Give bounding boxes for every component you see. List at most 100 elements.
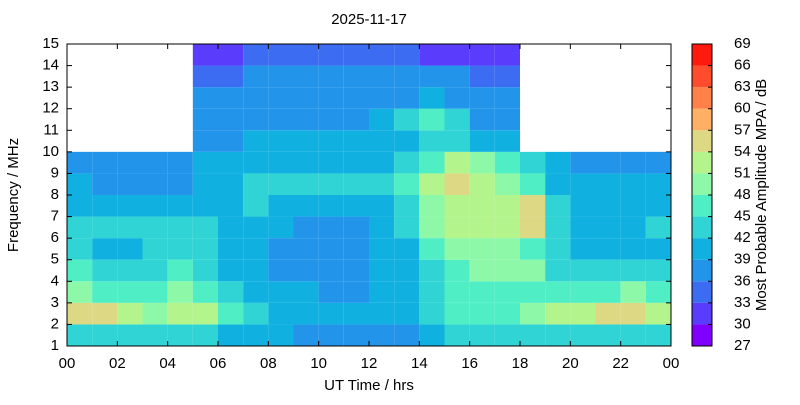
heat-cell <box>343 87 369 109</box>
heat-cell <box>268 130 294 152</box>
heat-cell <box>142 173 168 195</box>
heat-cell <box>369 195 395 217</box>
heat-cell <box>117 195 143 217</box>
colorbar-tick-label: 42 <box>734 229 751 246</box>
heat-cell <box>142 259 168 282</box>
x-tick-label: 00 <box>59 355 76 372</box>
y-tick-label: 15 <box>42 35 59 52</box>
heat-cell <box>570 238 596 260</box>
heat-cell <box>369 259 395 282</box>
heat-cell <box>545 173 571 195</box>
heat-cell <box>570 151 596 174</box>
heat-cell <box>469 87 495 109</box>
heat-cell <box>419 302 445 325</box>
heat-cell <box>67 259 93 282</box>
heat-cell <box>419 130 445 152</box>
heat-cell <box>318 281 344 303</box>
heat-cell <box>192 108 218 131</box>
heat-cell <box>419 259 445 282</box>
heat-cell <box>595 238 621 260</box>
heat-cell <box>469 216 495 239</box>
heat-cell <box>167 195 193 217</box>
heat-cell <box>92 151 118 174</box>
heat-cell <box>167 302 193 325</box>
heat-cell <box>620 324 646 346</box>
heat-cell <box>444 108 470 131</box>
heat-cell <box>218 87 244 109</box>
heat-cell <box>243 130 269 152</box>
heat-cell <box>570 281 596 303</box>
heat-cell <box>419 216 445 239</box>
heat-cell <box>520 281 546 303</box>
heat-cell <box>67 238 93 260</box>
heat-cell <box>192 259 218 282</box>
heat-cell <box>67 302 93 325</box>
heat-cell <box>67 281 93 303</box>
heat-cell <box>469 259 495 282</box>
heat-cell <box>444 324 470 346</box>
heat-cell <box>394 324 420 346</box>
heat-cell <box>520 238 546 260</box>
heat-cell <box>293 238 319 260</box>
heat-cell <box>167 281 193 303</box>
heat-cell <box>343 281 369 303</box>
heat-cell <box>419 238 445 260</box>
y-tick-label: 5 <box>51 251 59 268</box>
heat-cell <box>243 87 269 109</box>
colorbar-segment <box>692 87 712 109</box>
heat-cell <box>369 130 395 152</box>
heat-cell <box>318 238 344 260</box>
heat-cell <box>293 173 319 195</box>
heat-cell <box>545 302 571 325</box>
heat-cell <box>469 65 495 88</box>
heat-cell <box>167 259 193 282</box>
heat-cell <box>545 216 571 239</box>
heat-cell <box>268 259 294 282</box>
colorbar-tick-label: 33 <box>734 294 751 311</box>
heat-cell <box>595 302 621 325</box>
heat-cell <box>117 151 143 174</box>
heat-cell <box>545 259 571 282</box>
colorbar-tick-label: 60 <box>734 100 751 117</box>
heat-cell <box>520 302 546 325</box>
x-axis-label: UT Time / hrs <box>324 377 414 394</box>
heat-cell <box>92 324 118 346</box>
heat-cell <box>268 87 294 109</box>
heat-cell <box>92 173 118 195</box>
heat-cell <box>142 302 168 325</box>
heat-cell <box>268 302 294 325</box>
heat-cell <box>343 108 369 131</box>
heat-cell <box>218 65 244 88</box>
heat-cell <box>243 108 269 131</box>
heat-cell <box>243 151 269 174</box>
heat-cell <box>142 195 168 217</box>
heat-cell <box>469 130 495 152</box>
heat-cell <box>343 151 369 174</box>
heat-cell <box>343 238 369 260</box>
heat-cell <box>620 281 646 303</box>
colorbar-segment <box>692 302 712 325</box>
heat-cell <box>645 324 671 346</box>
heat-cell <box>469 151 495 174</box>
heat-cell <box>369 108 395 131</box>
heat-cell <box>494 65 520 88</box>
colorbar-tick-label: 36 <box>734 272 751 289</box>
heat-cell <box>192 281 218 303</box>
heat-cell <box>444 130 470 152</box>
heat-cell <box>293 44 319 66</box>
colorbar-tick-label: 45 <box>734 208 751 225</box>
heat-cell <box>595 195 621 217</box>
heat-cell <box>167 173 193 195</box>
heat-cell <box>92 238 118 260</box>
y-tick-label: 9 <box>51 164 59 181</box>
heat-cell <box>444 259 470 282</box>
colorbar-tick-label: 69 <box>734 35 751 52</box>
heat-cell <box>243 216 269 239</box>
heat-cell <box>419 173 445 195</box>
heat-cell <box>293 259 319 282</box>
heat-cell <box>394 151 420 174</box>
heat-cell <box>293 87 319 109</box>
y-tick-label: 3 <box>51 294 59 311</box>
heat-cell <box>192 44 218 66</box>
heat-cell <box>595 216 621 239</box>
